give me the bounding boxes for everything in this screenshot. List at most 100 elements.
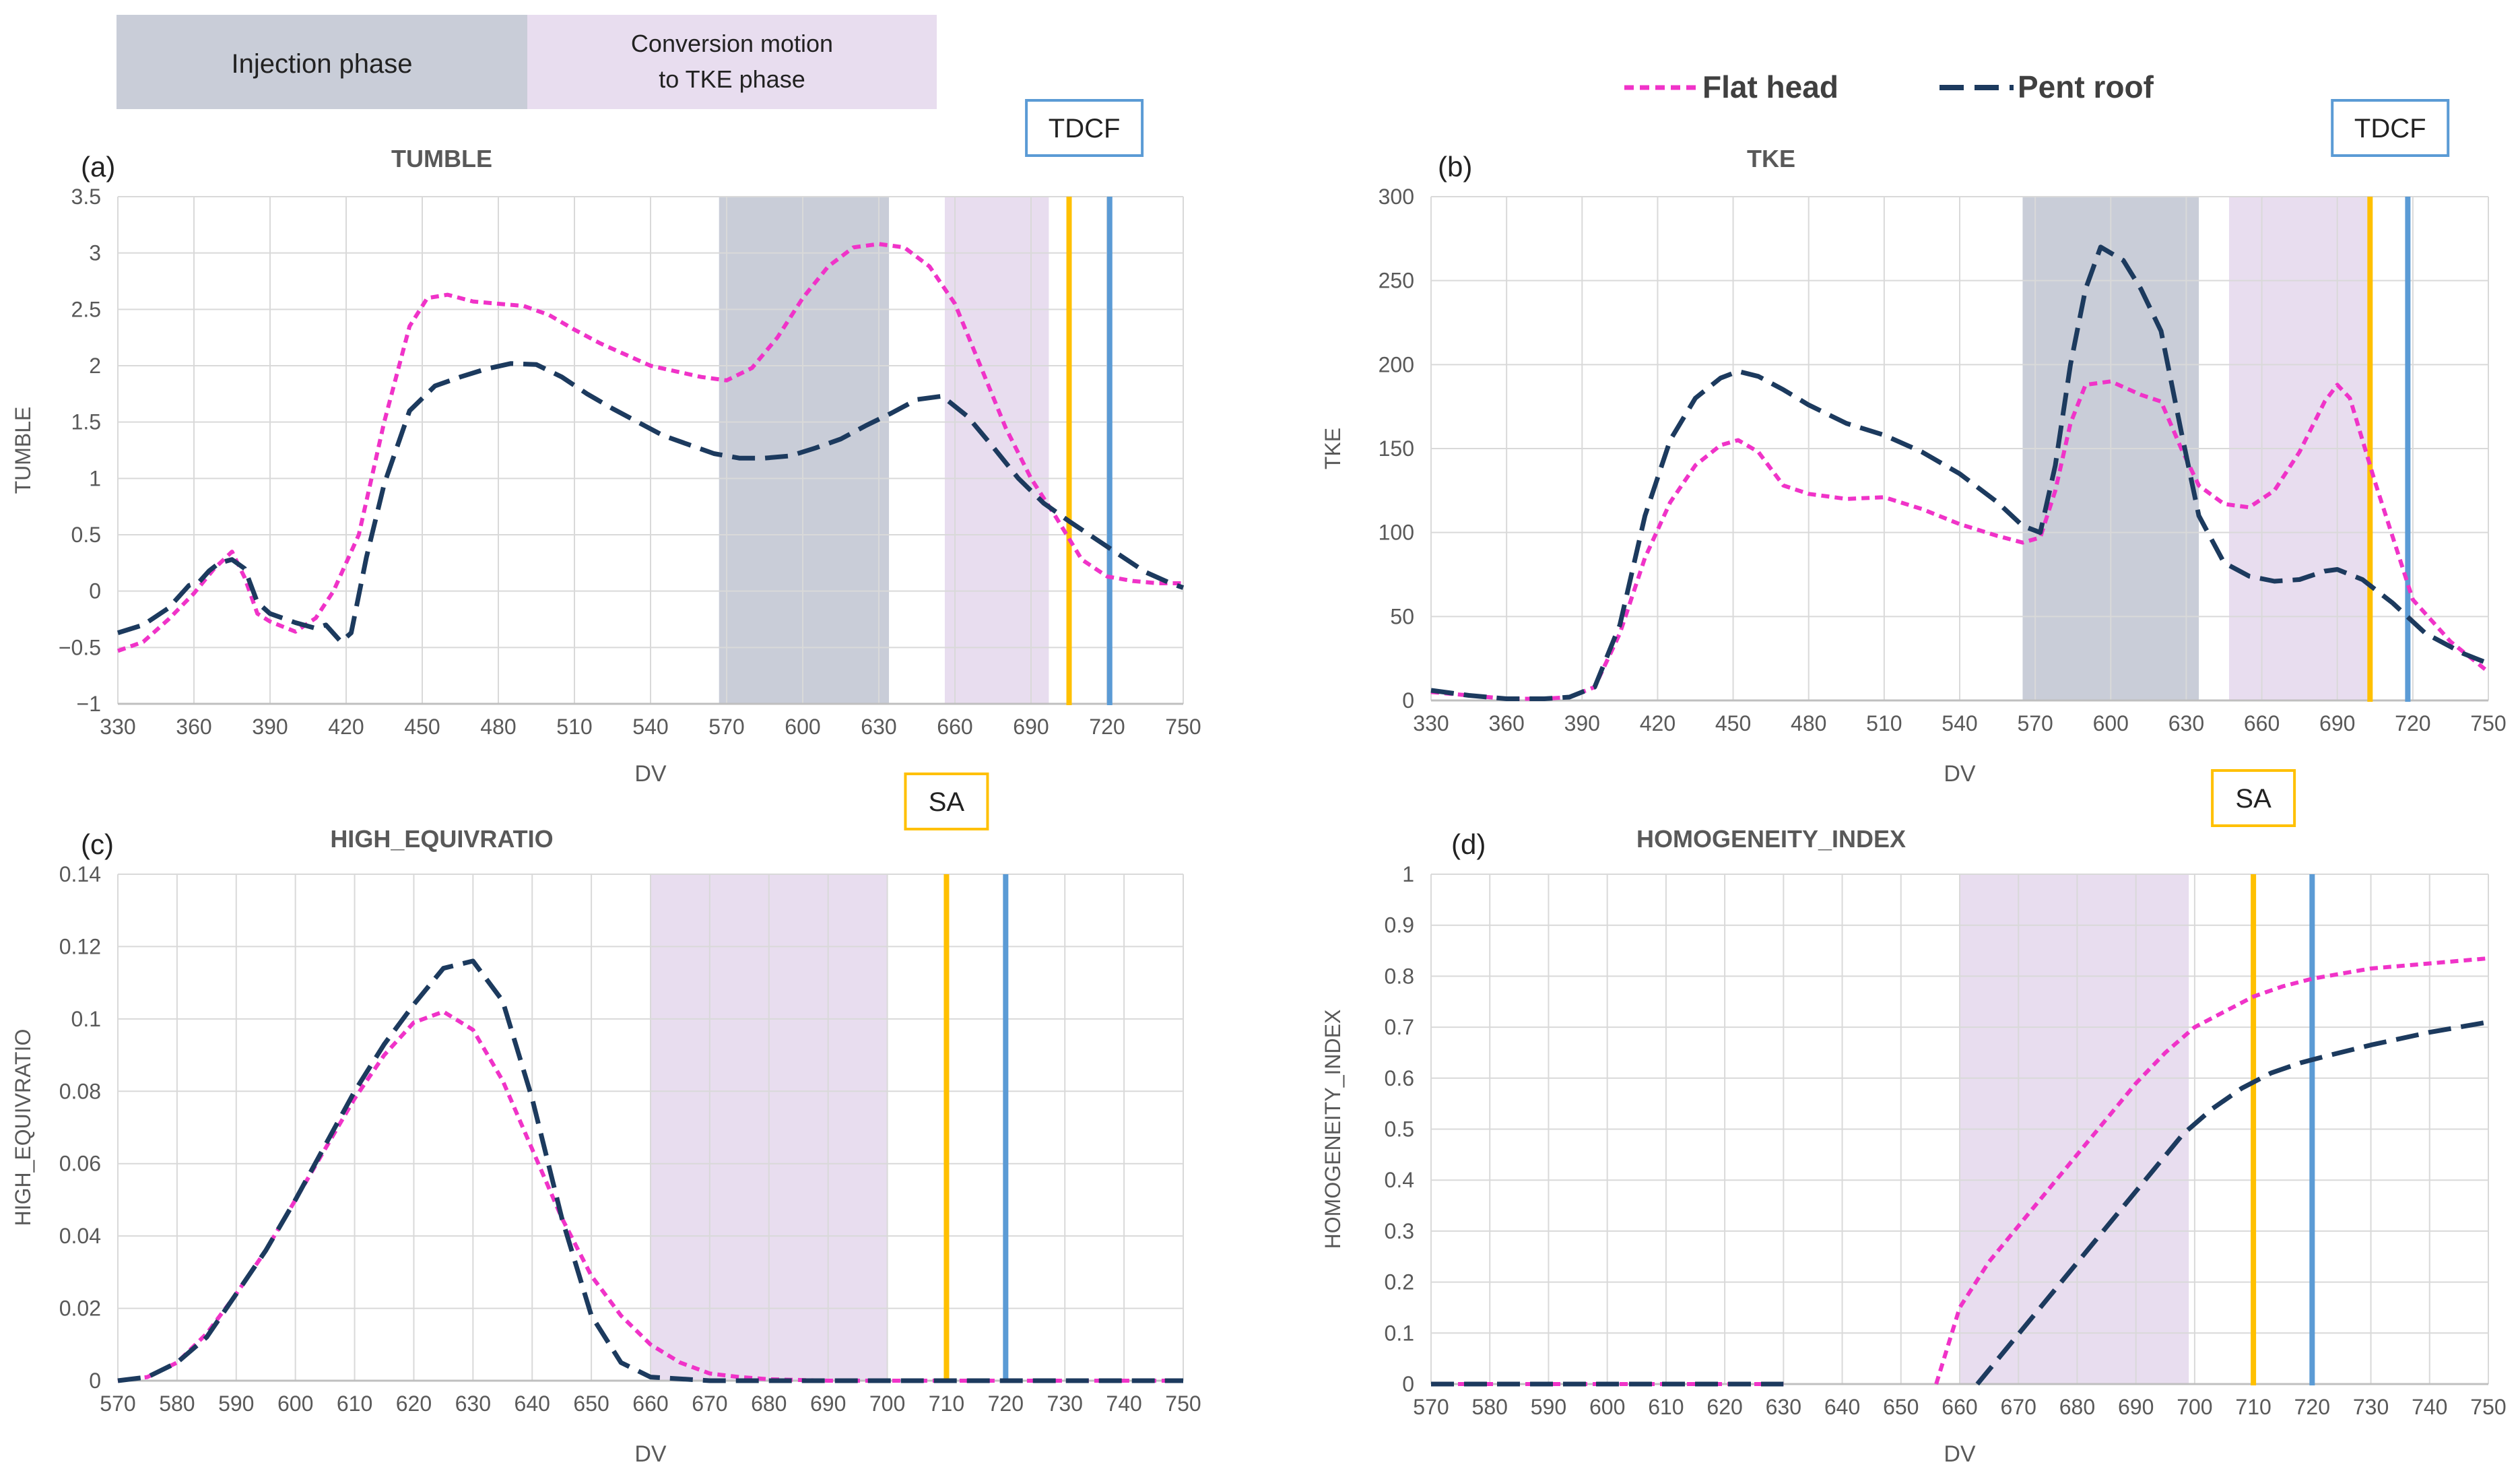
y-tick-label: 3.5 — [71, 185, 101, 209]
x-tick-label: 730 — [1047, 1391, 1083, 1416]
x-tick-label: 390 — [252, 715, 288, 739]
x-tick-label: 620 — [396, 1391, 432, 1416]
y-tick-label: 0 — [89, 1369, 101, 1393]
x-tick-label: 540 — [632, 715, 668, 739]
y-tick-label: 0 — [1402, 1372, 1414, 1396]
y-tick-label: 0.14 — [59, 862, 101, 886]
x-tick-label: 700 — [869, 1391, 905, 1416]
x-tick-label: 630 — [2168, 711, 2204, 735]
x-tick-label: 720 — [2294, 1395, 2330, 1419]
panel-letter: (b) — [1438, 151, 1472, 183]
chart-title: HIGH_EQUIVRATIO — [330, 825, 553, 853]
x-tick-label: 690 — [2319, 711, 2355, 735]
x-tick-label: 420 — [1640, 711, 1676, 735]
x-tick-label: 740 — [1106, 1391, 1141, 1416]
injection-phase-label: Injection phase — [231, 49, 412, 79]
x-tick-label: 710 — [2235, 1395, 2271, 1419]
x-tick-label: 680 — [751, 1391, 787, 1416]
callout-box — [2331, 99, 2450, 157]
callout-label: SA — [929, 787, 965, 817]
x-tick-label: 600 — [277, 1391, 313, 1416]
x-tick-label: 660 — [632, 1391, 668, 1416]
x-tick-label: 420 — [328, 715, 364, 739]
x-tick-label: 450 — [1715, 711, 1751, 735]
x-tick-label: 360 — [176, 715, 211, 739]
x-tick-label: 570 — [1413, 1395, 1449, 1419]
x-tick-label: 600 — [785, 715, 820, 739]
x-tick-label: 670 — [692, 1391, 727, 1416]
y-tick-label: 0.02 — [59, 1297, 101, 1321]
x-tick-label: 360 — [1488, 711, 1524, 735]
x-axis-label: DV — [634, 1441, 667, 1467]
x-tick-label: 740 — [2412, 1395, 2447, 1419]
callout-box — [2211, 769, 2296, 827]
callout-box — [904, 773, 989, 830]
y-tick-label: 0.06 — [59, 1152, 101, 1176]
y-tick-label: 0 — [89, 579, 101, 603]
y-tick-label: 0 — [1402, 688, 1414, 713]
x-tick-label: 690 — [2118, 1395, 2154, 1419]
x-tick-label: 720 — [988, 1391, 1024, 1416]
y-tick-label: 0.12 — [59, 934, 101, 958]
panel-letter: (d) — [1451, 828, 1486, 860]
x-tick-label: 390 — [1564, 711, 1600, 735]
y-tick-label: 1.5 — [71, 410, 101, 434]
injection-phase-swatch — [117, 15, 527, 109]
x-tick-label: 660 — [2244, 711, 2280, 735]
flat-head-series-line — [117, 242, 1183, 653]
y-tick-label: 0.4 — [1385, 1168, 1414, 1192]
x-tick-label: 640 — [515, 1391, 550, 1416]
x-tick-label: 650 — [573, 1391, 609, 1416]
x-tick-label: 710 — [929, 1391, 964, 1416]
x-tick-label: 620 — [1706, 1395, 1742, 1419]
chart-panel-high-equivratio: 570 580 590 600 610 620 630 640 650 660 670 680 690 7… — [11, 773, 1201, 1467]
callout-label: SA — [2235, 784, 2272, 814]
x-tick-label: 510 — [556, 715, 592, 739]
x-tick-label: 660 — [1942, 1395, 1977, 1419]
pent-roof-series-line — [1430, 244, 2490, 701]
x-tick-label: 590 — [218, 1391, 254, 1416]
panel-letter: (c) — [81, 828, 114, 860]
y-tick-label: 0.8 — [1385, 964, 1414, 988]
y-tick-label: 0.7 — [1385, 1015, 1414, 1039]
x-tick-label: 590 — [1531, 1395, 1566, 1419]
x-tick-label: 630 — [1766, 1395, 1801, 1419]
x-axis-label: DV — [1944, 1441, 1976, 1467]
x-tick-label: 750 — [2470, 711, 2506, 735]
chart-panel-tke: 330 360 390 420 450 480 510 540 570 600 630 660 690 7… — [1321, 99, 2507, 787]
chart-panel-homogeneity-index: 570 580 590 600 610 620 630 640 650 660 670 680 690 7… — [1321, 769, 2507, 1467]
y-tick-label: −0.5 — [59, 635, 101, 659]
y-tick-label: 0.5 — [1385, 1117, 1414, 1142]
x-tick-label: 690 — [1013, 715, 1049, 739]
legend-pent-roof-label: Pent roof — [2018, 69, 2154, 104]
y-axis-label: TKE — [1321, 428, 1345, 469]
y-tick-label: 0.1 — [71, 1007, 101, 1031]
x-tick-label: 570 — [708, 715, 744, 739]
legend-flat-head-label: Flat head — [1702, 69, 1838, 104]
chart-title: HOMOGENEITY_INDEX — [1636, 825, 1906, 853]
x-tick-label: 480 — [1791, 711, 1826, 735]
x-tick-label: 570 — [2017, 711, 2053, 735]
x-tick-label: 510 — [1866, 711, 1902, 735]
x-tick-label: 700 — [2177, 1395, 2212, 1419]
y-tick-label: 0.9 — [1385, 913, 1414, 938]
chart-panel-tumble: 330 360 390 420 450 480 510 540 570 600 630 660 690 7… — [11, 99, 1201, 787]
x-tick-label: 540 — [1942, 711, 1977, 735]
y-tick-label: 250 — [1379, 269, 1414, 293]
x-tick-label: 580 — [1472, 1395, 1508, 1419]
y-tick-label: 0.6 — [1385, 1066, 1414, 1090]
pent-roof-series-line — [1975, 1020, 2489, 1386]
x-tick-label: 610 — [337, 1391, 372, 1416]
flat-head-series-line — [117, 1010, 1183, 1383]
x-axis-label: DV — [1944, 761, 1976, 787]
x-tick-label: 600 — [2093, 711, 2129, 735]
y-tick-label: 0.1 — [1385, 1321, 1414, 1345]
chart-title: TUMBLE — [391, 145, 492, 172]
callout-box — [1025, 99, 1144, 157]
x-tick-label: 450 — [404, 715, 440, 739]
x-tick-label: 750 — [1165, 1391, 1201, 1416]
x-tick-label: 670 — [2001, 1395, 2036, 1419]
callout-label: TDCF — [1049, 114, 1121, 143]
series-legend: Flat head Pent roof — [1624, 69, 2154, 104]
